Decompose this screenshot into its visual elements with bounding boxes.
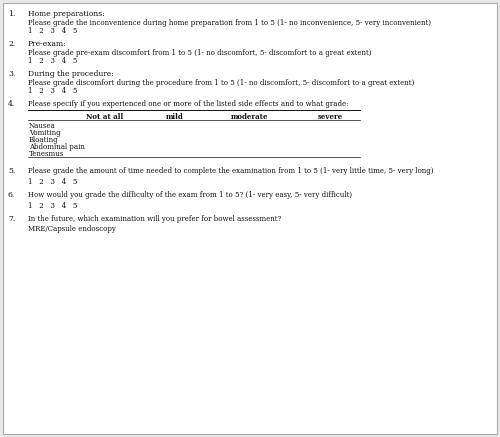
- Text: Tenesmus: Tenesmus: [29, 150, 64, 158]
- Text: Pre-exam:: Pre-exam:: [28, 40, 67, 48]
- Text: 1   2   3   4   5: 1 2 3 4 5: [28, 57, 78, 65]
- Text: 1   2   3   4   5: 1 2 3 4 5: [28, 87, 78, 95]
- FancyBboxPatch shape: [3, 3, 497, 434]
- Text: Please grade discomfort during the procedure from 1 to 5 (1- no discomfort, 5- d: Please grade discomfort during the proce…: [28, 79, 414, 87]
- Text: Abdominal pain: Abdominal pain: [29, 143, 85, 151]
- Text: 5.: 5.: [8, 167, 15, 175]
- Text: Bloating: Bloating: [29, 136, 58, 144]
- Text: severe: severe: [318, 113, 342, 121]
- Text: 7.: 7.: [8, 215, 15, 223]
- Text: During the procedure:: During the procedure:: [28, 70, 114, 78]
- Text: Please specify if you experienced one or more of the listed side effects and to : Please specify if you experienced one or…: [28, 100, 348, 108]
- Text: mild: mild: [166, 113, 184, 121]
- Text: MRE/Capsule endoscopy: MRE/Capsule endoscopy: [28, 225, 116, 233]
- Text: 3.: 3.: [8, 70, 16, 78]
- Text: In the future, which examination will you prefer for bowel assessment?: In the future, which examination will yo…: [28, 215, 281, 223]
- Text: 1   2   3   4   5: 1 2 3 4 5: [28, 27, 78, 35]
- Text: Please grade pre-exam discomfort from 1 to 5 (1- no discomfort, 5- discomfort to: Please grade pre-exam discomfort from 1 …: [28, 49, 372, 57]
- Text: Not at all: Not at all: [86, 113, 124, 121]
- Text: 1   2   3   4   5: 1 2 3 4 5: [28, 202, 78, 210]
- Text: How would you grade the difficulty of the exam from 1 to 5? (1- very easy, 5- ve: How would you grade the difficulty of th…: [28, 191, 352, 199]
- Text: Vomiting: Vomiting: [29, 129, 60, 137]
- Text: Please grade the inconvenience during home preparation from 1 to 5 (1- no inconv: Please grade the inconvenience during ho…: [28, 19, 431, 27]
- Text: 4.: 4.: [8, 100, 15, 108]
- Text: moderate: moderate: [231, 113, 269, 121]
- Text: 1   2   3   4   5: 1 2 3 4 5: [28, 178, 78, 186]
- Text: 1.: 1.: [8, 10, 15, 18]
- Text: 2.: 2.: [8, 40, 15, 48]
- Text: Home preparations:: Home preparations:: [28, 10, 105, 18]
- Text: 6.: 6.: [8, 191, 15, 199]
- Text: Please grade the amount of time needed to complete the examination from 1 to 5 (: Please grade the amount of time needed t…: [28, 167, 434, 175]
- Text: Nausea: Nausea: [29, 122, 56, 130]
